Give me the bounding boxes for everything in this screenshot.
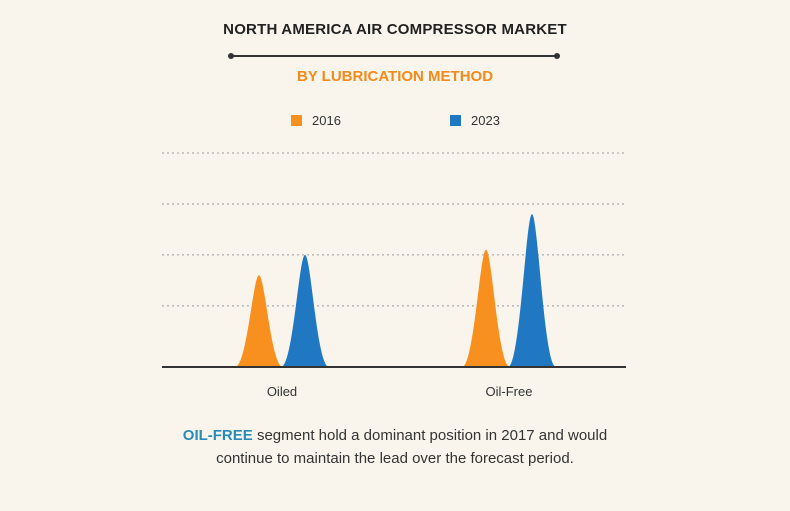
chart-subtitle: BY LUBRICATION METHOD	[296, 68, 494, 85]
peak-oil-free-2016	[462, 249, 510, 367]
legend-item-2016: 2016	[291, 112, 341, 128]
title-rule-right-dot	[554, 53, 560, 59]
chart-title: NORTH AMERICA AIR COMPRESSOR MARKET	[223, 21, 567, 38]
caption-line-1: OIL-FREE segment hold a dominant positio…	[0, 424, 790, 447]
chart-caption: OIL-FREE segment hold a dominant positio…	[0, 424, 790, 470]
legend-label-2016: 2016	[312, 112, 341, 128]
caption-line-1-text: segment hold a dominant position in 2017…	[252, 427, 608, 444]
caption-highlight: OIL-FREE	[182, 427, 253, 444]
peak-oil-free-2023	[508, 214, 556, 367]
legend-item-2023: 2023	[450, 112, 500, 128]
peak-oiled-2016	[235, 275, 283, 367]
peak-oiled-2023	[281, 254, 329, 367]
x-tick-label-oiled: Oiled	[267, 384, 297, 399]
caption-line-2: continue to maintain the lead over the f…	[216, 450, 574, 467]
legend-label-2023: 2023	[471, 112, 500, 128]
x-tick-label-oil-free: Oil-Free	[486, 384, 533, 399]
legend-swatch-2023	[450, 114, 461, 126]
title-divider	[231, 55, 557, 57]
legend-swatch-2016	[291, 114, 302, 126]
